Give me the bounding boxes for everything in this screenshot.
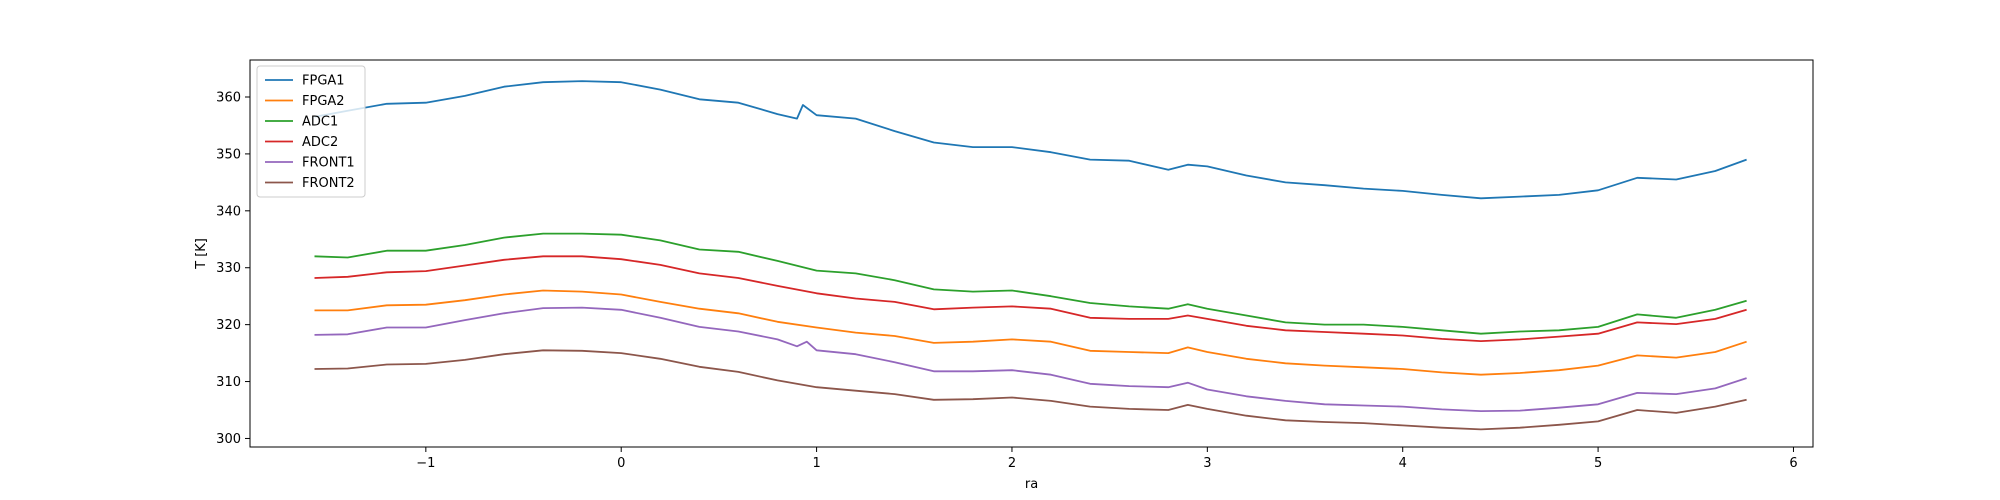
- y-tick-label: 340: [216, 204, 241, 219]
- y-tick-label: 300: [216, 432, 241, 447]
- x-tick-label: 2: [1008, 456, 1016, 471]
- series-line-fpga2: [314, 289, 1747, 376]
- series-line-fpga1: [314, 80, 1747, 200]
- legend-label-fpga2: FPGA2: [302, 94, 345, 109]
- y-tick-label: 330: [216, 261, 241, 276]
- y-axis: 300 310 320 330 340 350 360: [216, 90, 250, 447]
- series-layer: [314, 80, 1747, 431]
- plot-area: [249, 59, 1814, 448]
- series-line-adc1: [314, 232, 1747, 335]
- y-tick-label: 360: [216, 90, 241, 105]
- legend-label-fpga1: FPGA1: [302, 74, 345, 89]
- y-tick-label: 350: [216, 147, 241, 162]
- legend-label-adc1: ADC1: [302, 115, 338, 130]
- legend-label-adc2: ADC2: [302, 135, 338, 150]
- x-tick-label: 4: [1399, 456, 1407, 471]
- legend-box: [256, 65, 366, 198]
- legend-label-front2: FRONT2: [302, 176, 355, 191]
- x-tick-label: 1: [812, 456, 820, 471]
- axes-frame: [249, 59, 1814, 448]
- y-axis-label: T [K]: [194, 238, 209, 270]
- x-tick-label: 6: [1789, 456, 1797, 471]
- x-axis-label: ra: [1025, 477, 1038, 492]
- x-tick-label: 3: [1203, 456, 1211, 471]
- x-tick-label: 5: [1594, 456, 1602, 471]
- y-tick-label: 310: [216, 375, 241, 390]
- x-tick-label: 0: [617, 456, 625, 471]
- series-line-adc2: [314, 255, 1747, 343]
- x-tick-label: −1: [416, 456, 435, 471]
- y-tick-label: 320: [216, 318, 241, 333]
- x-axis: −1 0 1 2 3 4 5 6: [416, 447, 1798, 471]
- series-line-front2: [314, 349, 1747, 431]
- series-line-front1: [314, 306, 1747, 413]
- legend: FPGA1 FPGA2 ADC1 ADC2 FRONT1 FRONT2: [256, 65, 366, 198]
- legend-label-front1: FRONT1: [302, 156, 355, 171]
